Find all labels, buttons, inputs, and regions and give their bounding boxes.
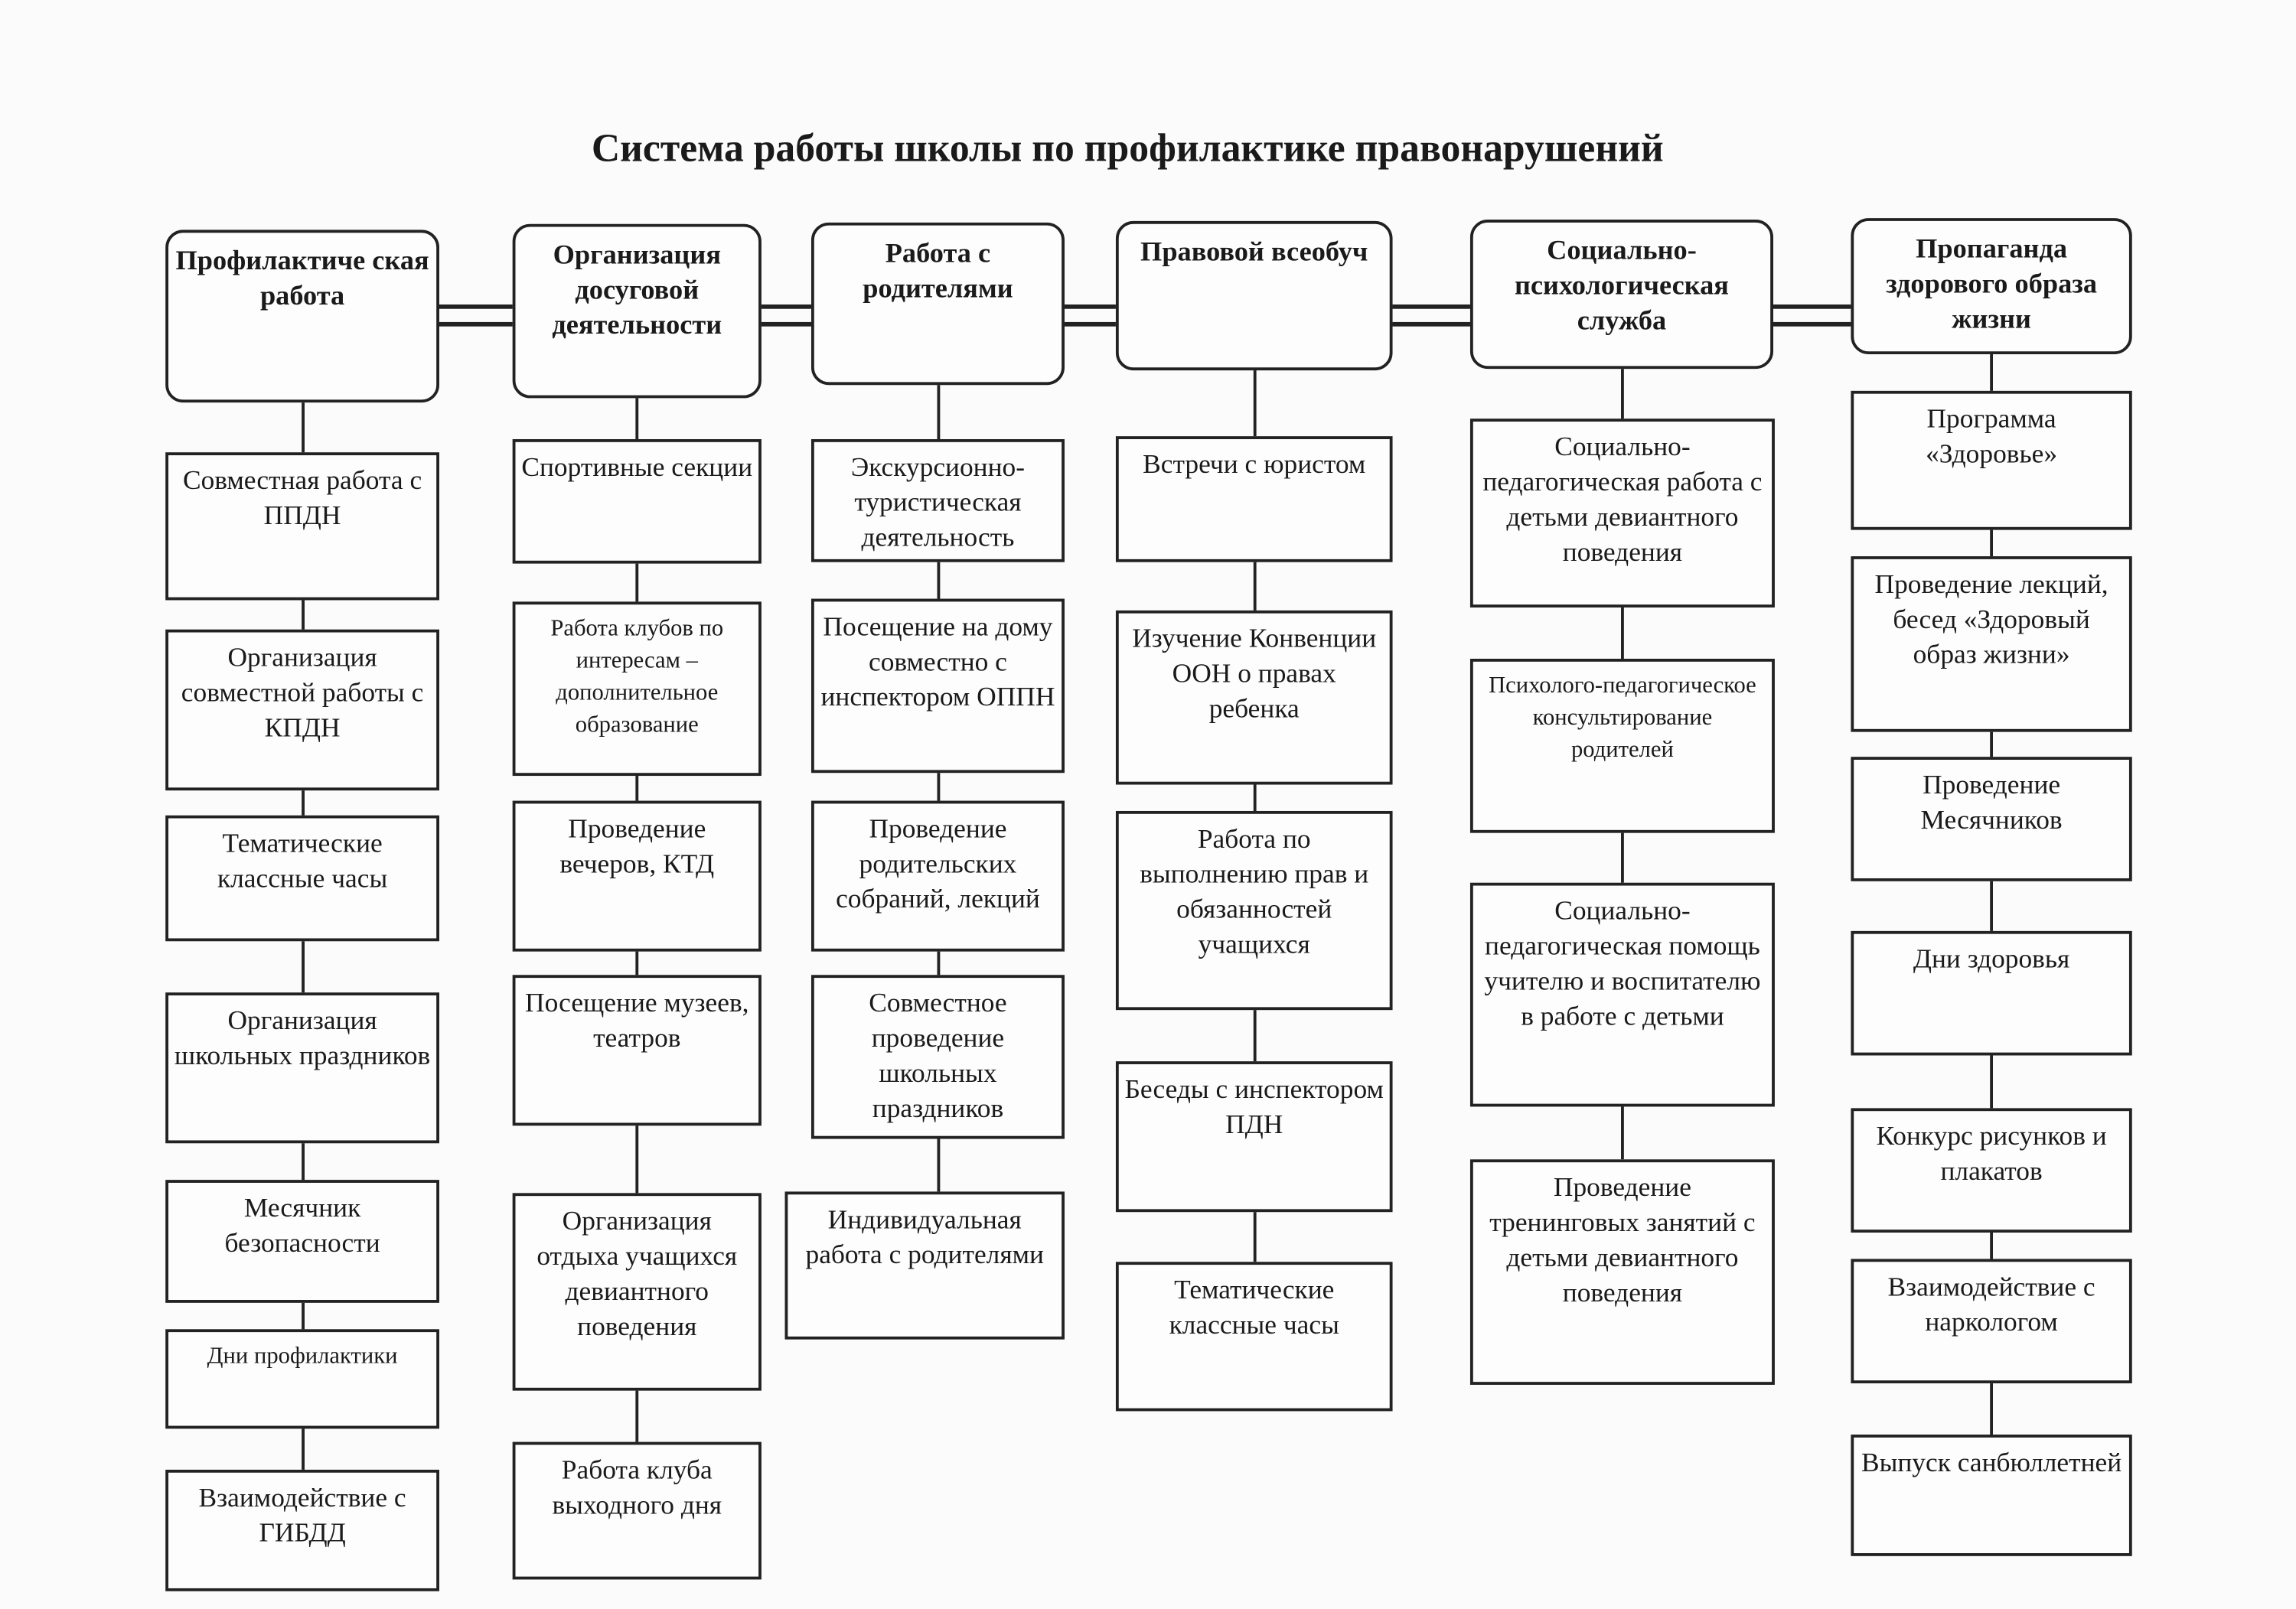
activity-box: Взаимодействие с ГИБДД xyxy=(165,1469,439,1591)
activity-box: Посещение музеев, театров xyxy=(512,975,762,1126)
activity-box: Совместное проведение школьных празднико… xyxy=(810,975,1065,1139)
activity-box: Организация отдыха учащихся девиантного … xyxy=(512,1193,762,1391)
double-connector xyxy=(1064,304,1116,309)
activity-box: Встречи с юристом xyxy=(1115,436,1393,562)
activity-box: Проведение лекций, бесед «Здоровый образ… xyxy=(1851,556,2132,732)
column-header: Пропаганда здорового образа жизни xyxy=(1851,218,2132,355)
activity-box: Социально-педагогическая помощь учителю … xyxy=(1469,882,1775,1107)
activity-box: Взаимодействие с наркологом xyxy=(1851,1259,2132,1384)
activity-box: Беседы с инспектором ПДН xyxy=(1115,1061,1393,1213)
double-connector xyxy=(1773,321,1851,327)
activity-box: Организация совместной работы с КПДН xyxy=(165,629,439,791)
activity-box: Работа клуба выходного дня xyxy=(512,1441,762,1580)
activity-box: Программа «Здоровье» xyxy=(1851,390,2132,530)
activity-box: Проведение тренинговых занятий с детьми … xyxy=(1469,1159,1775,1385)
activity-box: Посещение на дому совместно с инспекторо… xyxy=(810,598,1065,774)
double-connector xyxy=(439,304,513,309)
column-header: Работа с родителями xyxy=(810,222,1065,386)
activity-box: Работа клубов по интересам – дополнитель… xyxy=(512,601,762,777)
activity-box: Выпуск санбюллетней xyxy=(1851,1435,2132,1556)
activity-box: Тематические классные часы xyxy=(1115,1262,1393,1412)
activity-box: Изучение Конвенции ООН о правах ребенка xyxy=(1115,610,1393,785)
column-header: Организация досуговой деятельности xyxy=(512,223,762,399)
activity-box: Организация школьных праздников xyxy=(165,992,439,1144)
activity-box: Месячник безопасности xyxy=(165,1180,439,1303)
activity-box: Дни здоровья xyxy=(1851,930,2132,1056)
double-connector xyxy=(439,321,513,327)
activity-box: Проведение Месячников xyxy=(1851,757,2132,881)
activity-box: Совместная работа с ППДН xyxy=(165,452,439,601)
activity-box: Дни профилактики xyxy=(165,1329,439,1429)
activity-box: Экскурсионно-туристическая деятельность xyxy=(810,438,1065,562)
double-connector xyxy=(761,321,811,327)
double-connector xyxy=(761,304,811,309)
double-connector xyxy=(1392,321,1470,327)
vertical-connector xyxy=(1990,354,1994,1435)
activity-box: Проведение родительских собраний, лекций xyxy=(810,800,1065,952)
activity-box: Работа по выполнению прав и обязанностей… xyxy=(1115,810,1393,1011)
double-connector xyxy=(1064,321,1116,327)
activity-box: Индивидуальная работа с родителями xyxy=(784,1191,1065,1340)
column-header: Правовой всеобуч xyxy=(1115,220,1393,371)
column-header: Социально-психологическая служба xyxy=(1469,219,1774,370)
double-connector xyxy=(1392,304,1470,309)
vertical-connector xyxy=(936,385,940,1192)
double-connector xyxy=(1773,304,1851,309)
activity-box: Социально-педагогическая работа с детьми… xyxy=(1469,419,1775,608)
activity-box: Конкурс рисунков и плакатов xyxy=(1851,1108,2132,1233)
activity-box: Психолого-педагогическое консультировани… xyxy=(1469,658,1775,833)
column-header: Профилактиче ская работа xyxy=(165,230,439,403)
activity-box: Спортивные секции xyxy=(512,438,762,564)
activity-box: Тематические классные часы xyxy=(165,815,439,942)
activity-box: Проведение вечеров, КТД xyxy=(512,800,762,952)
diagram-title: Система работы школы по профилактике пра… xyxy=(591,125,1664,170)
